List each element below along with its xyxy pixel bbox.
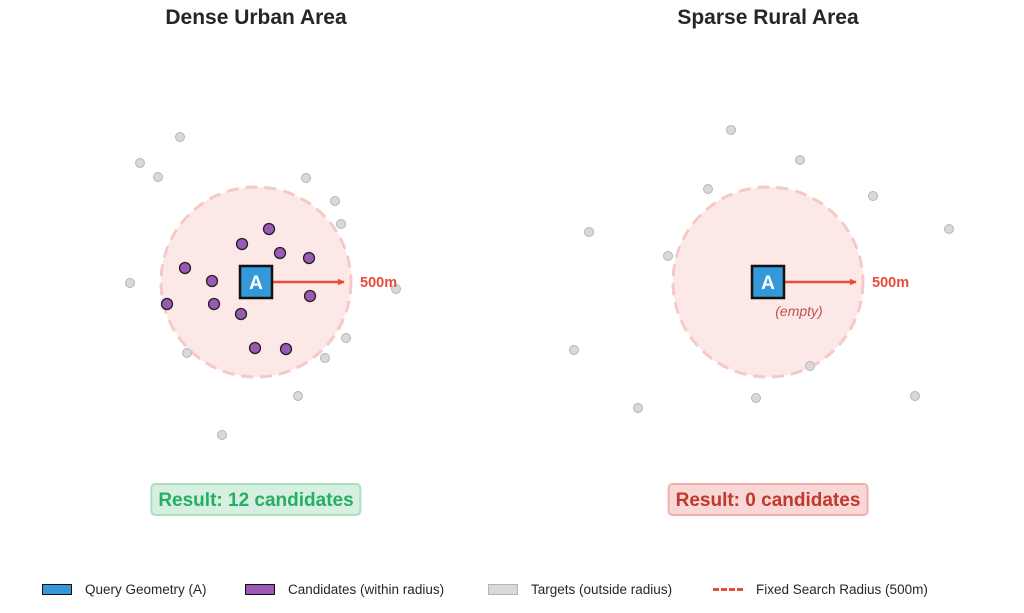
target-point — [868, 191, 878, 201]
target-point — [910, 391, 920, 401]
dense-radius-label: 500m — [360, 275, 397, 291]
sparse-panel: 500m A (empty) — [569, 125, 954, 413]
dense-candidates — [160, 222, 317, 356]
target-point — [633, 403, 643, 413]
candidate-point — [205, 274, 219, 288]
target-point — [751, 393, 761, 403]
target-point — [341, 333, 351, 343]
candidate-point — [279, 342, 293, 356]
dense-panel-title: Dense Urban Area — [165, 6, 347, 29]
candidate-point — [262, 222, 276, 236]
target-point — [135, 158, 145, 168]
dense-query-geometry — [238, 264, 274, 300]
target-point — [153, 172, 163, 182]
sparse-query-label: A — [761, 273, 775, 294]
target-point — [584, 227, 594, 237]
sparse-empty-note: (empty) — [775, 303, 822, 319]
legend-item-candidates: Candidates (within radius) — [245, 578, 444, 600]
candidate-point — [248, 341, 262, 355]
target-point — [217, 430, 227, 440]
target-point — [663, 251, 673, 261]
legend-label-candidates: Candidates (within radius) — [288, 581, 445, 597]
dense-targets — [125, 132, 401, 440]
candidate-point — [178, 261, 192, 275]
legend-label-query: Query Geometry (A) — [85, 581, 207, 597]
legend-item-query: Query Geometry (A) — [42, 578, 207, 600]
target-point — [293, 391, 303, 401]
candidate-swatch-icon — [245, 583, 275, 595]
candidate-point — [235, 237, 249, 251]
dense-panel: 500m A — [125, 132, 401, 440]
candidate-point — [302, 251, 316, 265]
dense-result-badge: Result: 12 candidates — [150, 483, 362, 516]
target-point — [336, 219, 346, 229]
sparse-targets — [569, 125, 954, 413]
candidate-point — [303, 289, 317, 303]
dense-query-label: A — [249, 273, 263, 294]
dashed-line-icon — [713, 587, 743, 591]
legend-item-radius: Fixed Search Radius (500m) — [713, 578, 928, 600]
diagram-canvas: 500m A 500m A (empty) — [125, 125, 954, 440]
legend-label-radius: Fixed Search Radius (500m) — [756, 581, 928, 597]
target-point — [182, 348, 192, 358]
sparse-result-badge: Result: 0 candidates — [667, 483, 869, 516]
target-point — [944, 224, 954, 234]
legend-item-targets: Targets (outside radius) — [488, 578, 672, 600]
sparse-radius-label: 500m — [872, 275, 909, 291]
sparse-panel-title: Sparse Rural Area — [677, 6, 859, 29]
target-point — [726, 125, 736, 135]
target-point — [330, 196, 340, 206]
target-point — [795, 155, 805, 165]
target-point — [703, 184, 713, 194]
candidate-point — [234, 307, 248, 321]
target-point — [569, 345, 579, 355]
sparse-query-geometry — [750, 264, 786, 300]
target-point — [301, 173, 311, 183]
legend: Query Geometry (A) Candidates (within ra… — [0, 578, 1024, 600]
target-point — [125, 278, 135, 288]
target-point — [805, 361, 815, 371]
target-point — [391, 284, 401, 294]
target-swatch-icon — [488, 583, 518, 595]
candidate-point — [207, 297, 221, 311]
candidate-point — [160, 297, 174, 311]
query-swatch-icon — [42, 583, 72, 595]
candidate-point — [273, 246, 287, 260]
target-point — [175, 132, 185, 142]
legend-label-targets: Targets (outside radius) — [531, 581, 673, 597]
target-point — [320, 353, 330, 363]
